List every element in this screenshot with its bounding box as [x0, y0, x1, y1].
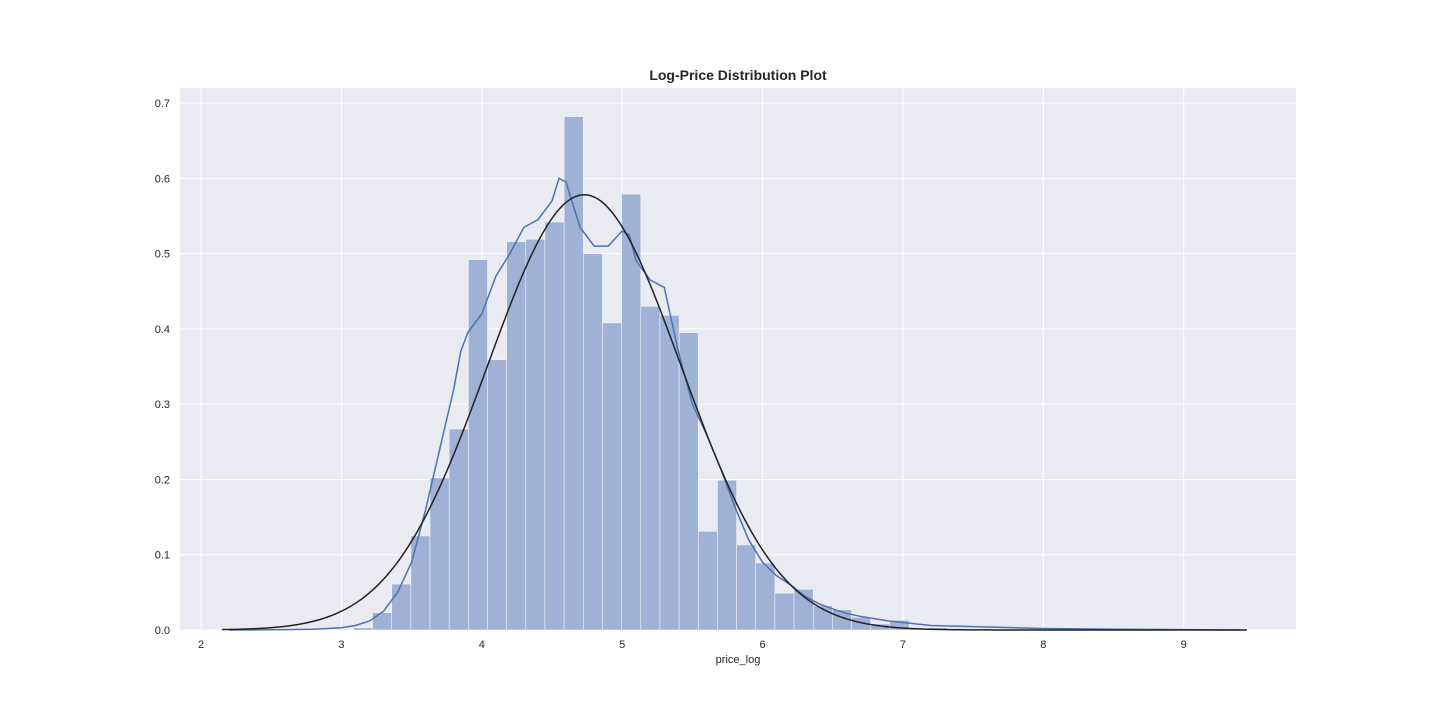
y-tick-label: 0.2 — [155, 474, 170, 486]
chart-title: Log-Price Distribution Plot — [649, 67, 827, 83]
y-tick-label: 0.7 — [155, 98, 170, 110]
y-tick-label: 0.5 — [155, 249, 170, 261]
histogram-bar — [487, 359, 507, 631]
y-tick-label: 0.0 — [155, 625, 170, 637]
histogram-bar — [372, 612, 392, 631]
histogram-bar — [544, 221, 565, 631]
histogram-bar — [621, 193, 642, 631]
histogram-bar — [755, 562, 776, 631]
histogram-bar — [678, 332, 699, 631]
x-tick-label: 2 — [198, 639, 204, 651]
histogram-bar — [506, 241, 527, 631]
histogram-bar — [563, 116, 584, 631]
x-tick-label: 8 — [1040, 639, 1046, 651]
histogram-bar — [736, 544, 757, 631]
x-tick-label: 9 — [1181, 639, 1187, 651]
histogram-bar — [659, 315, 680, 631]
histogram-bar — [774, 592, 795, 631]
histogram-bar — [468, 259, 488, 631]
y-tick-label: 0.1 — [155, 550, 170, 562]
x-tick-label: 6 — [760, 639, 766, 651]
histogram-bar — [889, 619, 910, 631]
x-tick-label: 5 — [619, 639, 625, 651]
x-axis-ticks: 2 3 4 5 6 7 8 9 — [198, 639, 1187, 651]
x-tick-label: 3 — [338, 639, 344, 651]
histogram-bar — [583, 253, 603, 631]
kde-line — [229, 177, 1240, 631]
histogram-bars — [353, 116, 986, 631]
normal-fit-line — [222, 194, 1247, 631]
histogram-bar — [353, 627, 373, 631]
histogram-bar — [525, 239, 546, 631]
y-tick-label: 0.4 — [155, 324, 170, 336]
histogram-bar — [391, 583, 412, 631]
histogram-bar — [640, 306, 661, 631]
x-tick-label: 7 — [900, 639, 906, 651]
histogram-bar — [410, 535, 431, 631]
y-tick-label: 0.6 — [155, 173, 170, 185]
y-tick-label: 0.3 — [155, 399, 170, 411]
histogram-bar — [602, 322, 622, 631]
x-axis-label: price_log — [716, 654, 761, 666]
y-axis-ticks: 0.0 0.1 0.2 0.3 0.4 0.5 0.6 0.7 — [155, 98, 170, 637]
x-tick-label: 4 — [479, 639, 485, 651]
histogram-bar — [697, 531, 718, 631]
